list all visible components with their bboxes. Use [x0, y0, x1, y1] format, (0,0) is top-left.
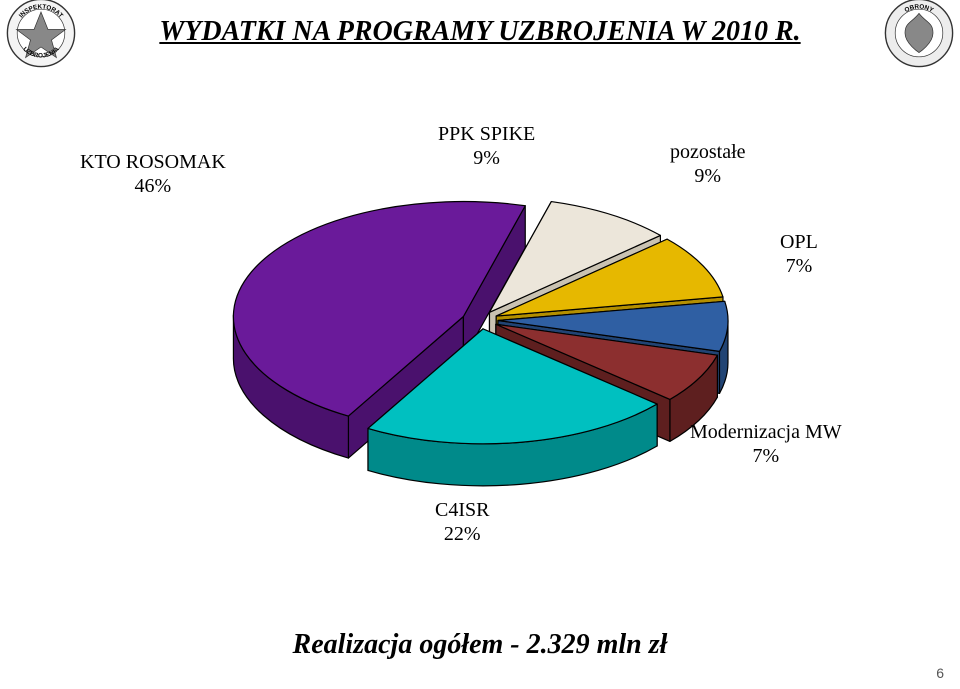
page-title: WYDATKI NA PROGRAMY UZBROJENIA W 2010 R.	[80, 16, 880, 48]
label-kto-rosomak-name: KTO ROSOMAK	[80, 151, 226, 173]
label-c4isr: C4ISR 22%	[435, 498, 489, 546]
label-ppk-spike-name: PPK SPIKE	[438, 123, 535, 145]
page-number: 6	[936, 665, 944, 681]
label-opl-pct: 7%	[786, 255, 813, 277]
label-modernizacja-mw-pct: 7%	[752, 445, 779, 467]
label-pozostale-pct: 9%	[694, 165, 721, 187]
label-pozostale: pozostałe 9%	[670, 140, 746, 188]
logo-inspektorat: INSPEKTORAT UZBROJENIA	[6, 0, 76, 68]
label-modernizacja-mw-name: Modernizacja MW	[690, 421, 842, 443]
label-opl-name: OPL	[780, 231, 818, 253]
label-kto-rosomak: KTO ROSOMAK 46%	[80, 150, 226, 198]
label-pozostale-name: pozostałe	[670, 141, 746, 163]
label-kto-rosomak-pct: 46%	[135, 175, 172, 197]
label-c4isr-pct: 22%	[444, 523, 481, 545]
label-opl: OPL 7%	[780, 230, 818, 278]
pie-chart: KTO ROSOMAK 46% PPK SPIKE 9% pozostałe 9…	[130, 90, 830, 570]
label-ppk-spike: PPK SPIKE 9%	[438, 122, 535, 170]
label-modernizacja-mw: Modernizacja MW 7%	[690, 420, 842, 468]
logo-mon: OBRONY	[884, 0, 954, 68]
label-c4isr-name: C4ISR	[435, 499, 489, 521]
chart-subtitle: Realizacja ogółem - 2.329 mln zł	[0, 629, 960, 661]
label-ppk-spike-pct: 9%	[473, 147, 500, 169]
